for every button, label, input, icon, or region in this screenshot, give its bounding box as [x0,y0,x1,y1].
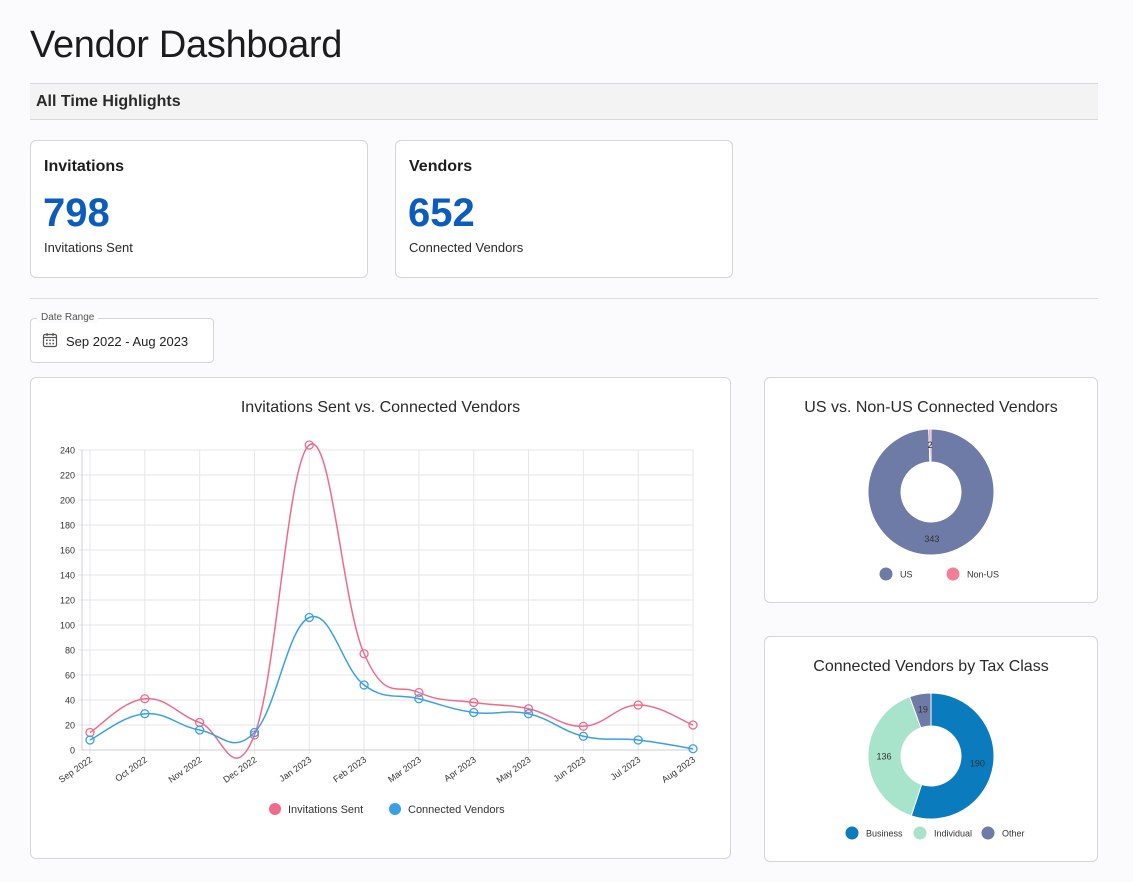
legend-swatch-connected-vendors [389,803,401,815]
x-tick-label: Apr 2023 [442,754,478,783]
vendors-card: Vendors 652 Connected Vendors [395,140,733,278]
data-point-invitations-sent [414,687,424,698]
x-tick-label: Jan 2023 [277,754,313,783]
tax-chart-panel: Connected Vendors by Tax Class 190 136 19 B… [764,636,1098,862]
data-point-connected-vendors [304,612,314,623]
x-tick-label: Feb 2023 [331,754,368,784]
legend-label-invitations-sent: Invitations Sent [288,804,363,816]
data-point-connected-vendors [469,707,479,718]
slice-individual [867,696,923,817]
line-chart: 0 20 40 60 80 100 120 140 160 180 200 220 240 Sep 202… [57,440,698,816]
data-point-invitations-sent [633,700,643,710]
slice-value-business: 190 [970,758,985,768]
y-tick-label: 40 [65,696,75,706]
legend-swatch-us [879,567,893,581]
y-tick-label: 220 [60,471,75,481]
x-tick-label: Jun 2023 [551,754,587,783]
slice-value-other: 19 [918,705,928,715]
x-tick-label: Nov 2022 [166,754,203,784]
y-tick-label: 80 [65,646,75,656]
data-point-invitations-sent [140,694,150,704]
us-chart-panel: US vs. Non-US Connected Vendors 343 2 US No… [764,377,1098,603]
legend-label-business: Business [866,829,903,839]
data-point-connected-vendors [633,735,643,745]
legend-swatch-non-us [946,567,960,581]
y-tick-label: 200 [60,496,75,506]
line-chart-panel: Invitations Sent vs. Connected Vendors 0… [30,377,731,859]
y-tick-label: 60 [65,671,75,681]
legend-label-other: Other [1002,829,1025,839]
data-point-invitations-sent [523,704,534,714]
data-point-connected-vendors [578,731,589,741]
data-point-connected-vendors [359,680,369,690]
vendors-count: 652 [408,191,475,235]
data-point-invitations-sent [688,720,698,730]
tax-chart-title: Connected Vendors by Tax Class [813,658,1049,675]
data-point-connected-vendors [249,727,260,738]
calendar-icon [42,332,58,353]
date-range-label: Date Range [37,312,99,323]
date-range-value: Sep 2022 - Aug 2023 [66,334,189,349]
slice-value-non-us: 2 [928,440,933,450]
legend-swatch-business [845,826,859,840]
y-tick-label: 120 [60,596,75,606]
data-point-invitations-sent [249,730,260,740]
slice-us [867,428,995,556]
legend-label-us: US [900,570,913,580]
us-chart-title: US vs. Non-US Connected Vendors [804,399,1058,416]
data-point-invitations-sent [359,649,369,659]
slice-value-individual: 136 [876,752,891,762]
data-point-connected-vendors [523,709,534,719]
invitations-caption: Invitations Sent [44,240,133,255]
data-point-connected-vendors [85,735,95,745]
y-tick-label: 240 [60,446,75,456]
data-point-connected-vendors [194,725,205,735]
legend-swatch-invitations-sent [269,803,281,815]
legend-label-connected-vendors: Connected Vendors [408,804,505,816]
data-point-connected-vendors [688,744,698,754]
data-point-invitations-sent [578,721,589,731]
tax-donut-chart: 190 136 19 Business Individual Other [845,692,1025,840]
date-range-picker[interactable]: Date Range Sep 2022 - Aug 2023 [30,312,214,363]
slice-business [910,692,995,820]
x-tick-label: Mar 2023 [386,754,423,784]
highlights-label: All Time Highlights [36,93,181,110]
slice-value-us: 343 [924,534,939,544]
series-line-connected-vendors [89,615,694,750]
data-point-invitations-sent [304,440,314,450]
legend-swatch-individual [913,826,927,840]
y-tick-label: 0 [70,746,75,756]
vendors-card-title: Vendors [409,158,473,175]
data-point-connected-vendors [414,694,424,704]
x-tick-label: Sep 2022 [57,754,94,784]
y-tick-label: 180 [60,521,75,531]
invitations-card-title: Invitations [44,158,125,175]
page-title: Vendor Dashboard [30,24,343,66]
x-tick-label: Aug 2023 [660,754,697,784]
x-tick-label: Dec 2022 [221,754,258,784]
y-tick-label: 20 [65,721,75,731]
series-line-invitations-sent [89,443,694,759]
vendors-caption: Connected Vendors [409,240,524,255]
x-tick-label: Oct 2022 [113,754,149,783]
line-chart-title: Invitations Sent vs. Connected Vendors [240,399,521,416]
y-tick-label: 160 [60,546,75,556]
data-point-connected-vendors [140,709,150,719]
invitations-card: Invitations 798 Invitations Sent [30,140,368,278]
highlights-header: All Time Highlights [30,83,1098,120]
slice-non-us [928,428,932,463]
legend-label-non-us: Non-US [967,570,999,580]
x-tick-label: Jul 2023 [609,754,643,782]
legend-swatch-other [981,826,995,840]
slice-other [908,692,932,729]
us-donut-chart: 343 2 US Non-US [867,428,999,581]
legend-label-individual: Individual [934,829,972,839]
y-tick-label: 140 [60,571,75,581]
invitations-count: 798 [43,191,110,235]
section-divider [30,298,1098,299]
y-tick-label: 100 [60,621,75,631]
x-tick-label: May 2023 [495,754,533,785]
data-point-invitations-sent [469,697,479,708]
